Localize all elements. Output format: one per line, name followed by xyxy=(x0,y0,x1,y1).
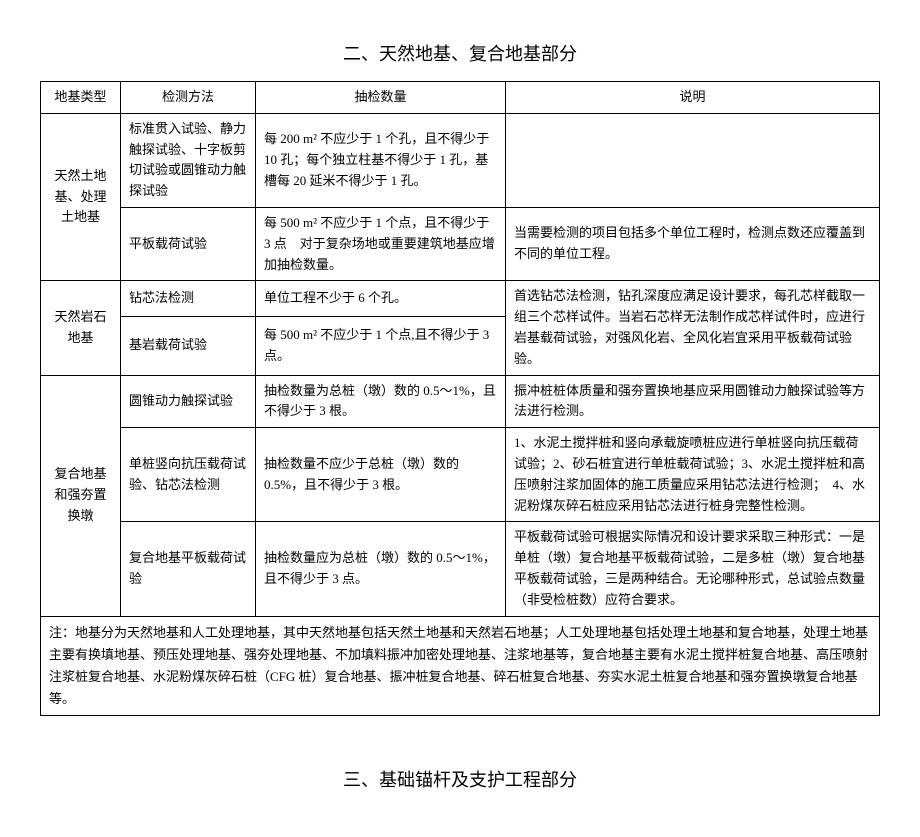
table-row: 天然岩石地基 钻芯法检测 单位工程不少于 6 个孔。 首选钻芯法检测，钻孔深度应… xyxy=(41,281,880,316)
cell-qty: 每 500 m² 不应少于 1 个点，且不得少于 3 点 对于复杂场地或重要建筑… xyxy=(256,207,506,280)
cell-qty: 单位工程不少于 6 个孔。 xyxy=(256,281,506,316)
cell-type: 天然岩石地基 xyxy=(41,281,121,375)
cell-note: 平板载荷试验可根据实际情况和设计要求采取三种形式：一是单桩（墩）复合地基平板载荷… xyxy=(506,522,880,616)
cell-method: 基岩载荷试验 xyxy=(121,316,256,375)
cell-type: 复合地基和强夯置换墩 xyxy=(41,375,121,616)
table-footer-row: 注：地基分为天然地基和人工处理地基，其中天然地基包括天然土地基和天然岩石地基；人… xyxy=(41,616,880,715)
cell-note: 1、水泥土搅拌桩和竖向承载旋喷桩应进行单桩竖向抗压载荷试验；2、砂石桩宜进行单桩… xyxy=(506,428,880,522)
header-type: 地基类型 xyxy=(41,82,121,114)
cell-method: 钻芯法检测 xyxy=(121,281,256,316)
cell-method: 复合地基平板载荷试验 xyxy=(121,522,256,616)
section-title-3: 三、基础锚杆及支护工程部分 xyxy=(40,766,880,792)
cell-note xyxy=(506,113,880,207)
cell-method: 单桩竖向抗压载荷试验、钻芯法检测 xyxy=(121,428,256,522)
cell-qty: 抽检数量为总桩（墩）数的 0.5～1%，且不得少于 3 根。 xyxy=(256,375,506,428)
header-quantity: 抽检数量 xyxy=(256,82,506,114)
table-row: 天然土地基、处理土地基 标准贯入试验、静力触探试验、十字板剪切试验或圆锥动力触探… xyxy=(41,113,880,207)
cell-note: 振冲桩桩体质量和强夯置换地基应采用圆锥动力触探试验等方法进行检测。 xyxy=(506,375,880,428)
cell-method: 平板载荷试验 xyxy=(121,207,256,280)
foundation-table: 地基类型 检测方法 抽检数量 说明 天然土地基、处理土地基 标准贯入试验、静力触… xyxy=(40,81,880,716)
table-row: 复合地基平板载荷试验 抽检数量应为总桩（墩）数的 0.5～1%，且不得少于 3 … xyxy=(41,522,880,616)
footer-note: 注：地基分为天然地基和人工处理地基，其中天然地基包括天然土地基和天然岩石地基；人… xyxy=(41,616,880,715)
section-title-2: 二、天然地基、复合地基部分 xyxy=(40,40,880,66)
cell-method: 标准贯入试验、静力触探试验、十字板剪切试验或圆锥动力触探试验 xyxy=(121,113,256,207)
cell-note: 当需要检测的项目包括多个单位工程时，检测点数还应覆盖到不同的单位工程。 xyxy=(506,207,880,280)
cell-qty: 抽检数量不应少于总桩（墩）数的 0.5%，且不得少于 3 根。 xyxy=(256,428,506,522)
cell-note: 首选钻芯法检测，钻孔深度应满足设计要求，每孔芯样截取一组三个芯样试件。当岩石芯样… xyxy=(506,281,880,375)
table-row: 平板载荷试验 每 500 m² 不应少于 1 个点，且不得少于 3 点 对于复杂… xyxy=(41,207,880,280)
cell-qty: 每 500 m² 不应少于 1 个点,且不得少于 3 点。 xyxy=(256,316,506,375)
cell-method: 圆锥动力触探试验 xyxy=(121,375,256,428)
cell-type: 天然土地基、处理土地基 xyxy=(41,113,121,281)
cell-qty: 抽检数量应为总桩（墩）数的 0.5～1%，且不得少于 3 点。 xyxy=(256,522,506,616)
table-row: 复合地基和强夯置换墩 圆锥动力触探试验 抽检数量为总桩（墩）数的 0.5～1%，… xyxy=(41,375,880,428)
cell-qty: 每 200 m² 不应少于 1 个孔，且不得少于 10 孔；每个独立柱基不得少于… xyxy=(256,113,506,207)
table-header-row: 地基类型 检测方法 抽检数量 说明 xyxy=(41,82,880,114)
header-note: 说明 xyxy=(506,82,880,114)
header-method: 检测方法 xyxy=(121,82,256,114)
table-row: 单桩竖向抗压载荷试验、钻芯法检测 抽检数量不应少于总桩（墩）数的 0.5%，且不… xyxy=(41,428,880,522)
